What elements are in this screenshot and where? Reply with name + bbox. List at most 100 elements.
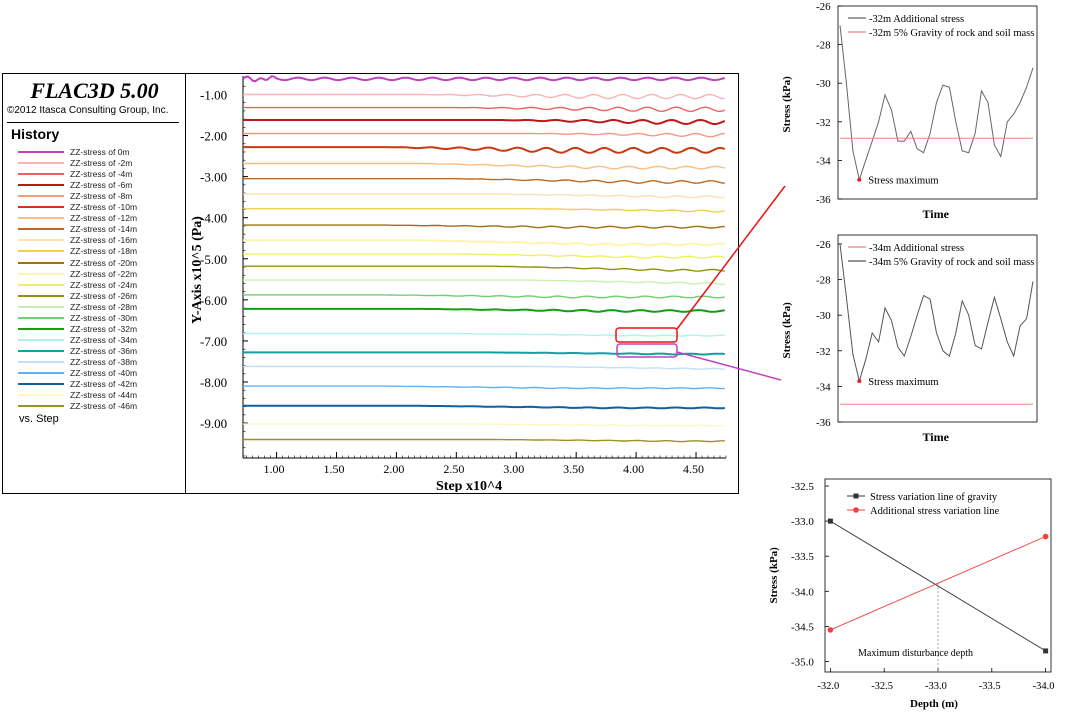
legend-item: ZZ-stress of -4m [18,169,132,179]
annotation-label: Stress maximum [868,176,938,187]
divider [7,122,179,123]
legend-swatch [18,338,64,341]
series-line [243,193,725,199]
series-line [243,423,725,427]
series-line [243,294,725,299]
legend-item: ZZ-stress of -44m [18,390,137,400]
legend-label: ZZ-stress of -20m [70,257,138,268]
legend-item: ZZ-stress of -42m [18,379,137,389]
x-tick-label: -32.5 [871,681,893,692]
legend-swatch [18,316,64,319]
y-axis-title: Stress (kPa) [781,76,793,133]
series-line [243,385,725,390]
legend-label: ZZ-stress of -40m [70,368,138,378]
legend-item: ZZ-stress of -38m [18,357,137,367]
x-tick-label: -34.0 [1033,681,1055,692]
series-line [243,224,725,229]
x-axis-title: Step x10^4 [436,479,502,492]
x-tick-label: 1.00 [264,462,285,476]
series-marker [827,627,834,633]
legend-label: ZZ-stress of -30m [70,312,138,323]
series-line [243,265,725,272]
series-line [243,365,725,370]
history-title: History [11,126,60,142]
legend-label: ZZ-stress of -4m [70,169,133,180]
legend-swatch [18,239,64,242]
chart-32m-stress: -26 -28 -30 -32 -34 -36 Stress (kPa) Time -32m A… [781,1,1038,221]
legend-label: -34m 5% Gravity of rock and soil mass [869,257,1034,268]
series-line [243,93,725,100]
legend-item: ZZ-stress of -20m [18,258,137,268]
y-tick-label: -8.00 [200,375,227,390]
y-tick-label: -33.5 [791,551,814,563]
y-tick-label: -33.0 [791,516,814,528]
series-line [243,351,725,356]
legend-swatch [18,162,64,165]
legend-item: ZZ-stress of -14m [18,224,137,234]
stress-maximum-marker [857,177,862,182]
y-tick-label: -5.00 [200,252,227,267]
x-tick-label: 4.00 [623,462,644,476]
legend-swatch [18,372,64,374]
legend-item: ZZ-stress of -10m [18,202,137,212]
copyright-text: ©2012 Itasca Consulting Group, Inc. [7,105,169,116]
x-tick-label: -32.0 [817,681,839,692]
legend-label: ZZ-stress of -14m [70,224,138,235]
legend-label: Additional stress variation line [870,506,1000,517]
series-line [243,162,725,170]
series-line [243,438,725,443]
legend-item: ZZ-stress of -30m [18,313,137,323]
legend-marker [853,507,859,513]
stress-history-chart: -1.00 -2.00 -3.00 -4.00 -5.00 -6.00 -7.00 -8.00… [190,75,727,494]
legend-swatch [18,151,64,153]
legend-label: ZZ-stress of 0m [70,147,130,157]
legend-swatch [18,349,64,352]
legend-swatch [18,228,64,231]
plot-frame [837,5,1038,200]
y-tick-label: -3.00 [200,170,227,185]
legend-label: ZZ-stress of -26m [70,290,138,301]
y-tick-label: -36 [816,417,831,429]
legend-label: ZZ-stress of -18m [70,246,138,257]
y-tick-label: -28 [816,275,831,287]
legend-label: ZZ-stress of -36m [70,345,138,356]
legend-label: ZZ-stress of -42m [70,379,138,390]
y-tick-label: -36 [816,194,831,206]
chart-depth-stress: -32.5 -33.0 -33.5 -34.0 -34.5 -35.0 -32.0 -32.5… [768,478,1055,710]
y-tick-label: -32 [816,117,831,129]
legend-label: ZZ-stress of -44m [70,390,138,401]
legend-label: -34m Additional stress [869,243,964,254]
legend-swatch [18,195,64,198]
series-marker [827,518,833,524]
legend-label: ZZ-stress of -6m [70,180,133,191]
series-line [243,253,725,259]
legend-label: ZZ-stress of -46m [70,401,138,412]
legend-swatch [18,217,64,220]
legend-swatch [18,261,64,264]
legend-swatch [18,405,64,408]
y-tick-label: -34 [816,155,831,167]
legend-item: ZZ-stress of -18m [18,246,137,256]
y-tick-label: -30 [816,310,831,322]
y-tick-label: -30 [816,78,831,90]
y-tick-label: -32 [816,346,831,358]
series-line [830,520,1046,652]
main-plot-panel: -1.00 -2.00 -3.00 -4.00 -5.00 -6.00 -7.00 -8.00… [185,73,739,494]
x-axis-title: Time [923,207,950,221]
legend-swatch [18,250,64,253]
series-marker [1042,533,1049,540]
y-tick-label: -32.5 [791,481,814,493]
y-tick-label: -26 [816,239,831,251]
y-tick-label: -2.00 [200,129,227,144]
series-line [243,132,725,138]
series-line [243,404,725,410]
x-tick-label: -33.0 [925,681,947,692]
y-tick-label: -34.0 [791,586,814,598]
legend-label: -32m 5% Gravity of rock and soil mass [869,28,1034,39]
legend-label: ZZ-stress of -12m [70,213,138,224]
legend-item: ZZ-stress of -16m [18,235,137,245]
series-line [243,239,725,247]
y-tick-label: -9.00 [200,416,227,431]
chart-34m-stress: -26 -28 -30 -32 -34 -36 Stress (kPa) Time -34m A… [781,234,1038,444]
legend-label: ZZ-stress of -22m [70,268,138,279]
